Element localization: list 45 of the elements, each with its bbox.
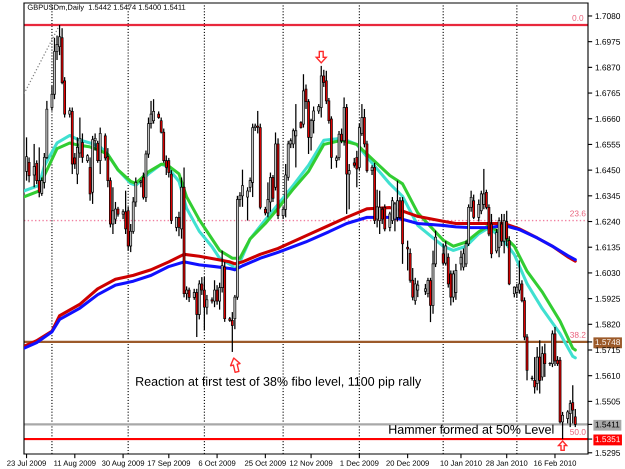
candlestick — [241, 169, 244, 208]
candlestick — [482, 168, 486, 210]
y-tick-label: 1.5925 — [596, 296, 620, 302]
annotation: 0.0 — [572, 14, 584, 21]
candlestick — [460, 250, 462, 272]
y-tick-label: 1.6240 — [596, 218, 620, 225]
y-tick-label: 1.7080 — [596, 13, 620, 20]
candlestick — [213, 280, 216, 308]
y-tick-label: 1.6030 — [596, 270, 620, 276]
candlestick — [38, 146, 41, 198]
y-tick-label: 1.5820 — [596, 322, 620, 328]
y-tick-label: 1.6450 — [596, 167, 620, 174]
y-tick-label: 1.6660 — [596, 116, 620, 122]
candlestick — [454, 263, 458, 300]
y-tick-label: 1.6765 — [596, 90, 620, 96]
candlestick — [512, 286, 516, 298]
y-tick-label: 1.5411 — [596, 422, 620, 428]
candlestick — [383, 204, 386, 232]
y-tick-label: 1.6135 — [596, 244, 620, 250]
annotation: 23.6 — [570, 210, 586, 216]
y-tick-label: 1.6345 — [596, 193, 620, 199]
candlestick — [538, 340, 542, 394]
candlestick — [571, 384, 574, 424]
y-tick-label: 1.6975 — [596, 38, 620, 45]
candlestick — [543, 343, 546, 378]
annotation: 38.2 — [570, 332, 586, 338]
candlestick — [188, 286, 190, 303]
y-tick-label: 1.6870 — [596, 64, 620, 70]
y-tick-label: 1.5295 — [596, 450, 620, 456]
candlestick — [352, 157, 356, 168]
annotation: 50.0 — [570, 429, 586, 435]
y-tick-label: 1.5505 — [596, 398, 620, 404]
annotation: Hammer formed at 50% Level — [389, 424, 554, 434]
annotation: Reaction at first test of 38% fibo level, 1100 pip rally — [136, 376, 422, 388]
candlestick — [472, 194, 476, 220]
candlestick — [152, 98, 155, 124]
candlestick — [216, 284, 218, 306]
y-tick-label: 1.5610 — [596, 372, 620, 379]
y-tick-label: 1.6555 — [596, 142, 620, 148]
candlestick — [502, 213, 506, 254]
y-tick-label: 1.5748 — [596, 339, 620, 346]
y-tick-label: 1.5351 — [596, 436, 620, 442]
y-tick-label: 1.5715 — [596, 347, 620, 354]
candlestick — [32, 143, 36, 188]
candlestick — [378, 190, 382, 235]
